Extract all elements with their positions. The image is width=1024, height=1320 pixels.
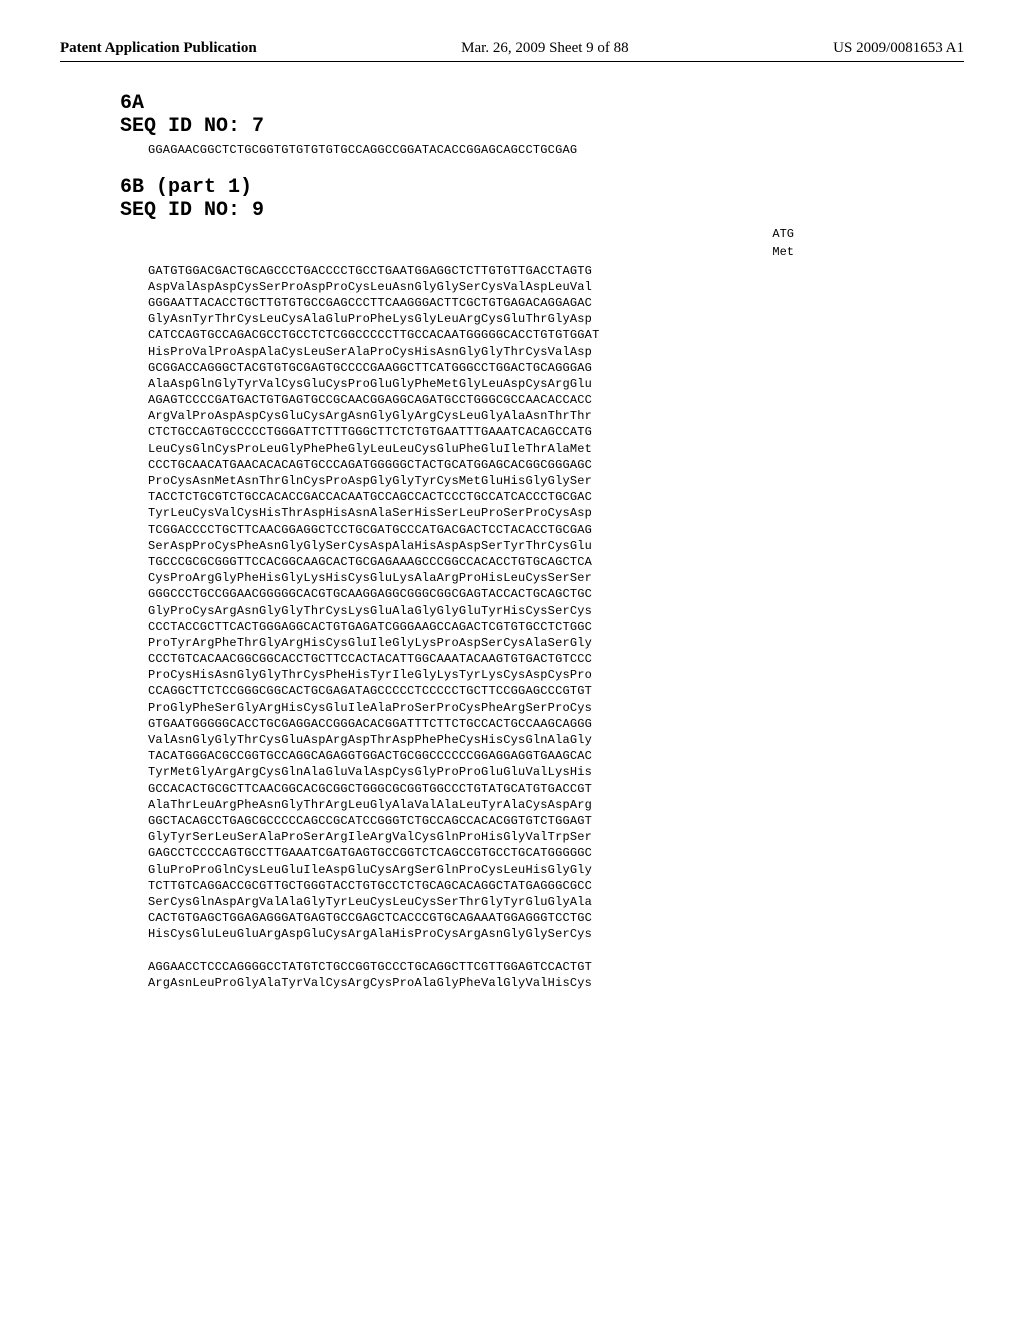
seq-9-sequence-body: GATGTGGACGACTGCAGCCCTGACCCCTGCCTGAATGGAG… — [148, 263, 924, 991]
seq-id-9: SEQ ID NO: 9 — [120, 199, 924, 222]
header-pubnum: US 2009/0081653 A1 — [833, 40, 964, 57]
page-header: Patent Application Publication Mar. 26, … — [60, 40, 964, 62]
seq-id-7: SEQ ID NO: 7 — [120, 115, 924, 138]
page: Patent Application Publication Mar. 26, … — [0, 0, 1024, 1320]
header-publication: Patent Application Publication — [60, 40, 257, 57]
seq-9-lead-aa: Met — [120, 244, 794, 260]
header-date-sheet: Mar. 26, 2009 Sheet 9 of 88 — [461, 40, 628, 57]
section-6b-label: 6B (part 1) — [120, 176, 924, 199]
seq-9-lead-codon: ATG — [120, 226, 794, 242]
content-area: 6A SEQ ID NO: 7 GGAGAACGGCTCTGCGGTGTGTGT… — [120, 92, 924, 991]
section-6a-label: 6A — [120, 92, 924, 115]
seq-7-sequence: GGAGAACGGCTCTGCGGTGTGTGTGTGCCAGGCCGGATAC… — [148, 142, 924, 158]
